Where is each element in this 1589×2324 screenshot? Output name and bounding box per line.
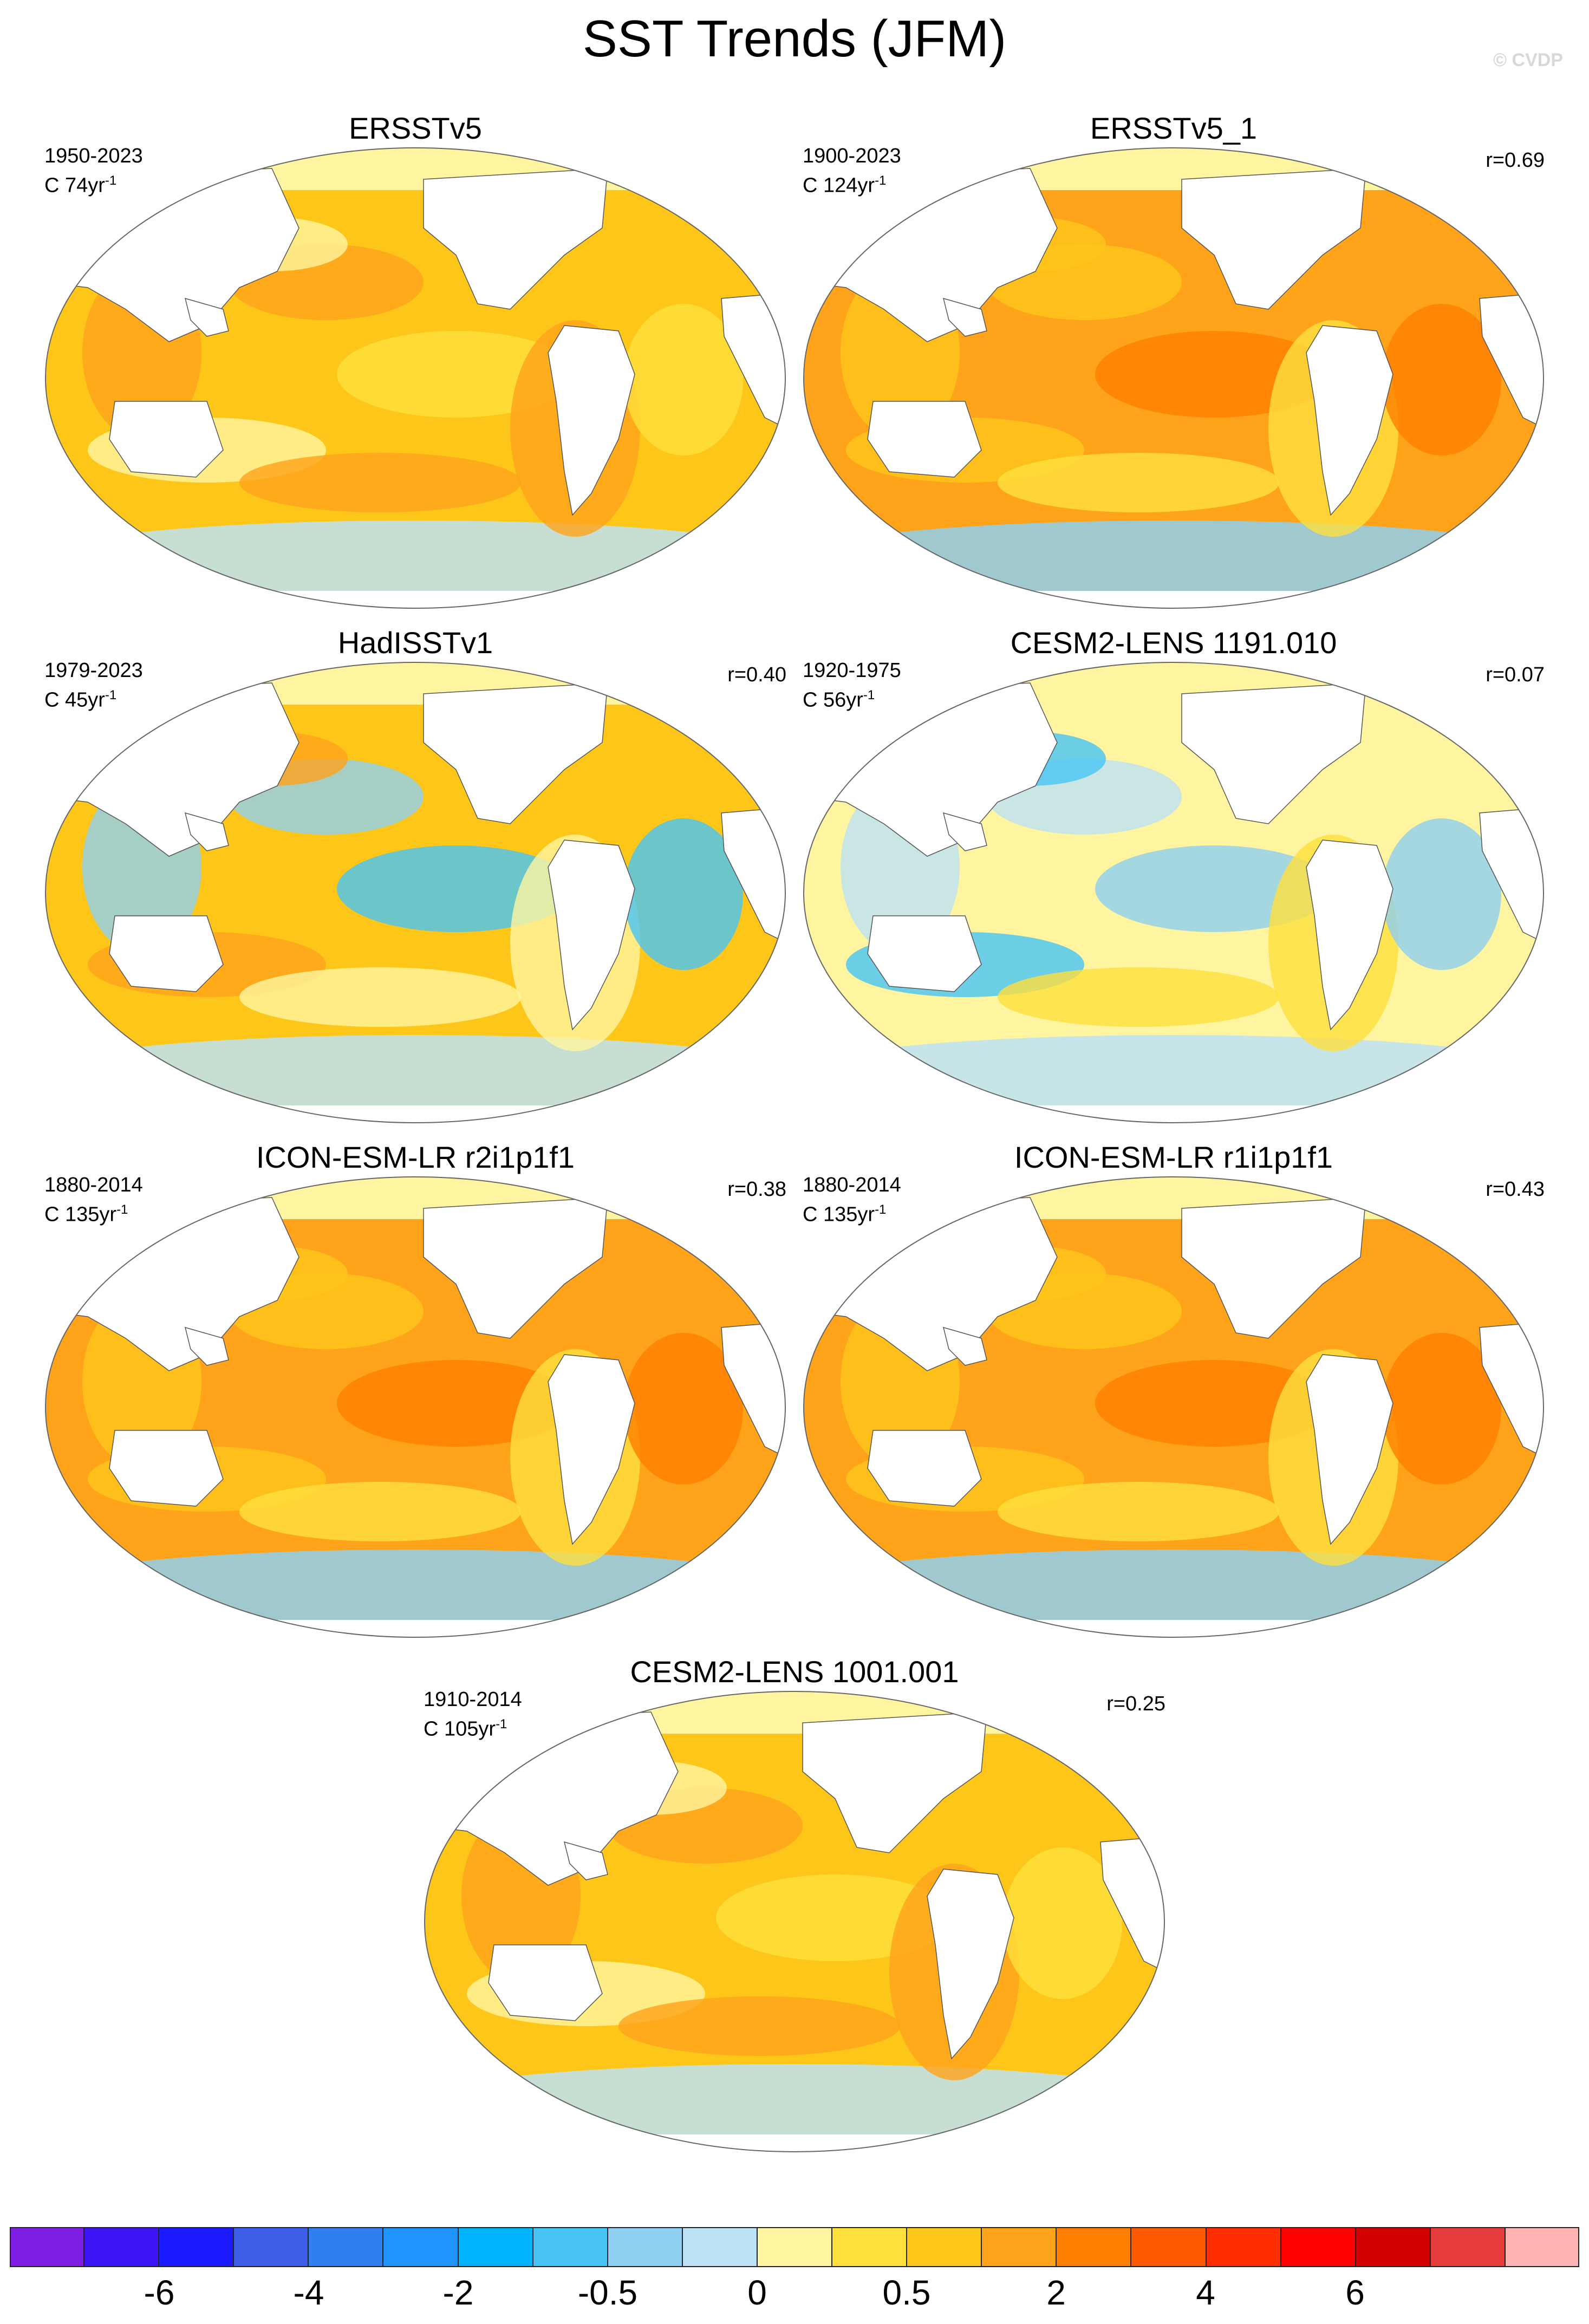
panel-units-exponent: -1 [116,1202,128,1217]
colorbar-swatch [1281,2227,1356,2267]
colorbar-swatch [982,2227,1057,2267]
colorbar-swatch [608,2227,683,2267]
colorbar [10,2227,1579,2267]
colorbar-tick-label: 6 [1345,2273,1365,2312]
colorbar-swatch [1505,2227,1579,2267]
world-map [803,147,1544,609]
panel-units-base: C 56yr [803,688,863,712]
figure-title: SST Trends (JFM) [582,10,1007,68]
panel-correlation: r=0.69 [1486,149,1545,172]
panel-units-exponent: -1 [496,1717,507,1731]
map-panel: HadISSTv1 1979-2023 C 45yr-1 r=0.40 [44,626,786,1124]
world-map [803,662,1544,1123]
colorbar-tick-label: 4 [1196,2273,1215,2312]
colorbar-swatch [757,2227,833,2267]
panel-units: C 135yr-1 [803,1197,886,1227]
colorbar-tick-label: -4 [293,2273,324,2312]
panel-units-exponent: -1 [105,173,117,188]
panel-units: C 135yr-1 [44,1197,128,1227]
map-panel: ICON-ESM-LR r2i1p1f1 1880-2014 C 135yr-1 r=… [44,1140,786,1638]
panel-units-exponent: -1 [105,688,117,702]
panel-units-base: C 74yr [44,174,105,197]
world-map [424,1691,1165,2152]
panel-title: ICON-ESM-LR r2i1p1f1 [256,1140,575,1174]
map-panel: ICON-ESM-LR r1i1p1f1 1880-2014 C 135yr-1 r=… [803,1140,1545,1638]
colorbar-tick-label: -6 [144,2273,175,2312]
panel-correlation: r=0.07 [1486,663,1545,686]
panel-units-exponent: -1 [875,173,887,188]
panel-title: ICON-ESM-LR r1i1p1f1 [1014,1140,1333,1174]
panel-years: 1950-2023 [44,145,143,167]
colorbar-swatch [10,2227,85,2267]
panel-units-base: C 45yr [44,688,105,712]
world-map [45,662,786,1123]
colorbar-swatch [159,2227,235,2267]
colorbar-tick-label: -0.5 [577,2273,638,2312]
panel-units: C 45yr-1 [44,683,116,713]
panel-title: CESM2-LENS 1001.001 [630,1655,959,1689]
panel-units-base: C 124yr [803,174,875,197]
panel-years: 1880-2014 [44,1174,143,1196]
panel-correlation: r=0.43 [1486,1178,1545,1201]
panel-units: C 124yr-1 [803,168,886,198]
panel-units: C 56yr-1 [803,683,875,713]
colorbar-tick-label: 2 [1046,2273,1066,2312]
colorbar-swatch [458,2227,533,2267]
colorbar-swatch [533,2227,608,2267]
colorbar-swatch [1057,2227,1132,2267]
panel-years: 1880-2014 [803,1174,901,1196]
panel-title: CESM2-LENS 1191.010 [1010,626,1337,660]
colorbar-swatch [84,2227,160,2267]
colorbar-swatch [1356,2227,1431,2267]
panel-correlation: r=0.38 [727,1178,786,1201]
panel-units-base: C 135yr [803,1203,875,1226]
panel-title: ERSSTv5_1 [1090,111,1258,145]
colorbar-tick-label: -2 [442,2273,474,2312]
colorbar-swatch [234,2227,309,2267]
colorbar-swatch [832,2227,908,2267]
panel-units-exponent: -1 [863,688,875,702]
panel-units-exponent: -1 [875,1202,887,1217]
panel-units-base: C 135yr [44,1203,117,1226]
colorbar-swatch [682,2227,758,2267]
panel-units: C 105yr-1 [424,1712,507,1742]
colorbar-swatch [907,2227,982,2267]
panel-years: 1920-1975 [803,659,901,682]
panel-years: 1979-2023 [44,659,143,682]
colorbar-swatch [309,2227,384,2267]
colorbar-frame [10,2227,1579,2267]
panel-years: 1900-2023 [803,145,901,167]
panel-years: 1910-2014 [424,1688,522,1711]
colorbar-swatch [1206,2227,1281,2267]
map-panel: CESM2-LENS 1191.010 1920-1975 C 56yr-1 r=0.… [803,626,1545,1124]
panel-units: C 74yr-1 [44,168,116,198]
map-panel: CESM2-LENS 1001.001 1910-2014 C 105yr-1 r=0… [424,1655,1165,2153]
colorbar-swatch [383,2227,459,2267]
panel-title: HadISSTv1 [337,626,493,660]
colorbar-tick-label: 0.5 [882,2273,931,2312]
map-panel: ERSSTv5 1950-2023 C 74yr-1 [44,111,786,609]
panel-correlation: r=0.40 [727,663,786,686]
world-map [803,1176,1544,1638]
panel-title: ERSSTv5 [349,111,482,145]
colorbar-tick-label: 0 [747,2273,767,2312]
cvdp-watermark: © CVDP [1493,50,1563,70]
world-map [45,1176,786,1638]
colorbar-swatch [1430,2227,1506,2267]
colorbar-swatch [1131,2227,1207,2267]
panel-correlation: r=0.25 [1106,1692,1165,1715]
map-panel: ERSSTv5_1 1900-2023 C 124yr-1 r=0.69 [803,111,1545,609]
panel-units-base: C 105yr [424,1717,496,1741]
world-map [45,147,786,609]
